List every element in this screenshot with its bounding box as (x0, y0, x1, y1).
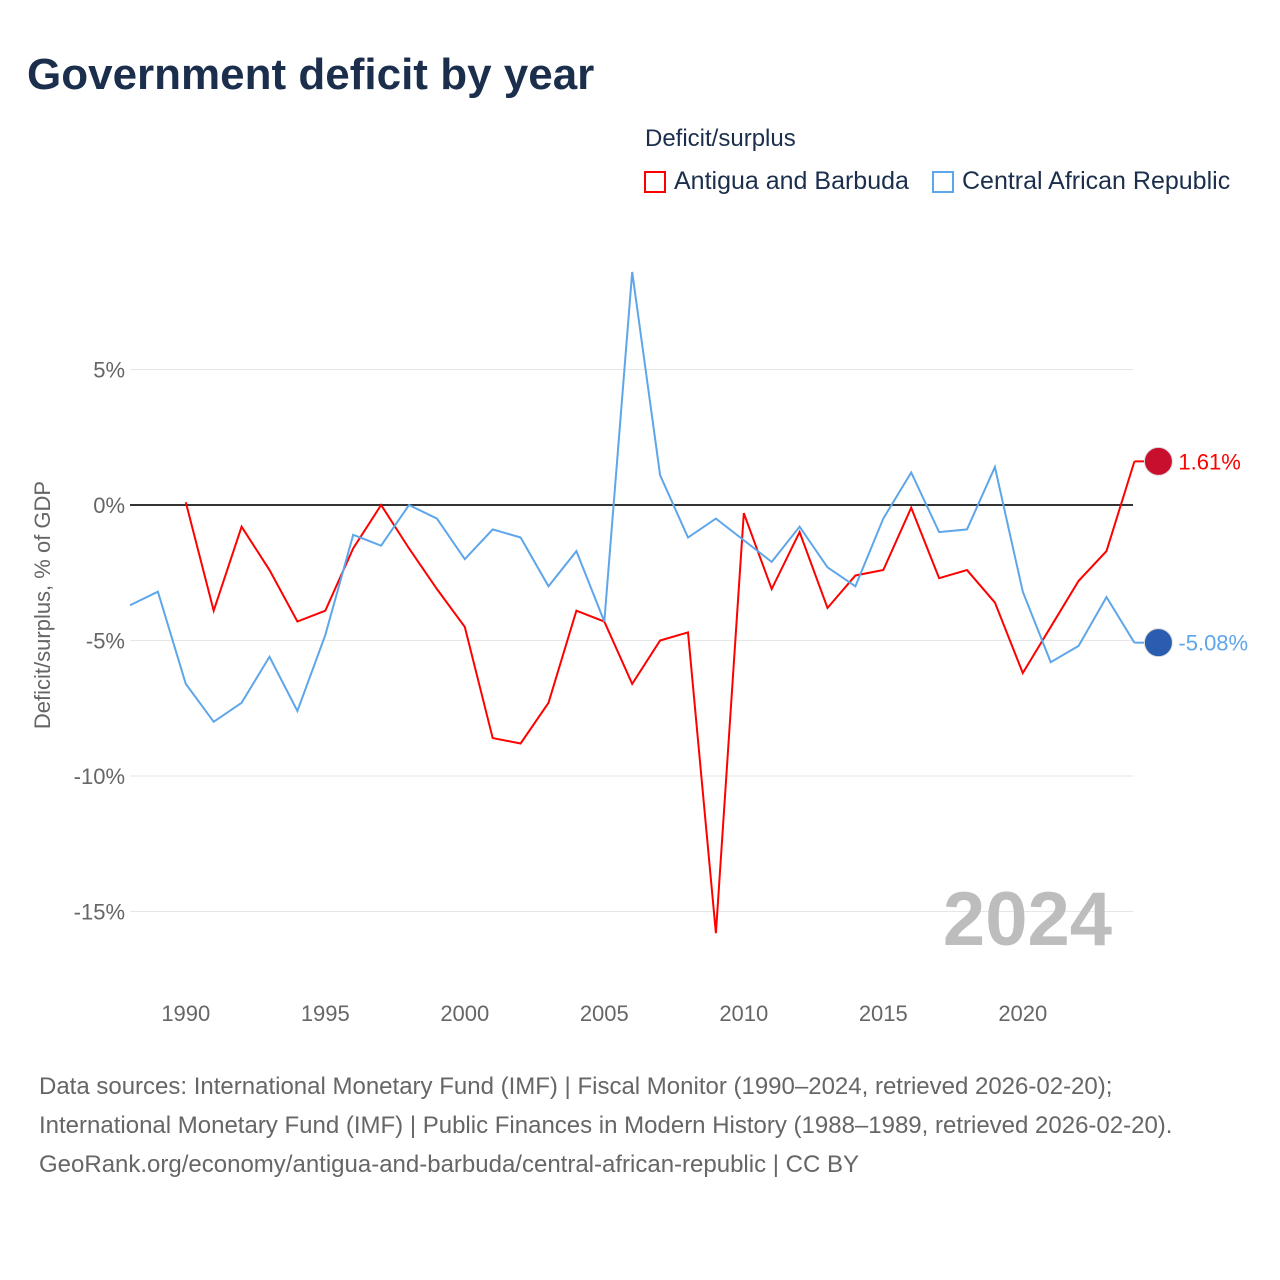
y-tick-label: -5% (86, 629, 125, 654)
legend-label: Central African Republic (962, 167, 1231, 195)
x-tick-label: 2020 (998, 1001, 1047, 1026)
x-tick-label: 1995 (301, 1001, 350, 1026)
x-tick-label: 2005 (580, 1001, 629, 1026)
series-line-car (129, 271, 1136, 724)
end-value-label: 1.61% (1178, 449, 1240, 474)
source-link[interactable]: GeoRank.org/economy/antigua-and-barbuda/… (39, 1151, 859, 1178)
y-tick-label: -15% (74, 900, 125, 925)
y-tick-label: -10% (74, 764, 125, 789)
legend-title: Deficit/surplus (645, 125, 796, 152)
legend-item-antigua[interactable]: Antigua and Barbuda (644, 167, 909, 196)
x-tick-label: 1990 (161, 1001, 210, 1026)
flag-icon (1143, 628, 1173, 658)
legend-swatch (644, 170, 666, 193)
line-chart: 5% 0% -5% -10% -15% 1990 1995 2000 2005 2010 2015 2… (30, 271, 1248, 1026)
flag-icon (1143, 446, 1173, 476)
legend-item-car[interactable]: Central African Republic (932, 167, 1230, 196)
x-tick-label: 2000 (440, 1001, 489, 1026)
footer: Data sources: International Monetary Fun… (39, 1067, 1239, 1184)
series-line-antigua (184, 461, 1136, 934)
page-title: Government deficit by year (27, 50, 595, 99)
legend-swatch (932, 170, 954, 193)
y-tick-label: 0% (93, 493, 125, 518)
y-tick-label: 5% (93, 358, 125, 383)
data-sources: Data sources: International Monetary Fun… (39, 1073, 1173, 1139)
end-value-label: -5.08% (1178, 631, 1248, 656)
y-axis-label: Deficit/surplus, % of GDP (30, 481, 55, 729)
x-tick-label: 2010 (719, 1001, 768, 1026)
x-tick-label: 2015 (859, 1001, 908, 1026)
year-watermark: 2024 (943, 877, 1112, 962)
legend-label: Antigua and Barbuda (674, 167, 909, 195)
